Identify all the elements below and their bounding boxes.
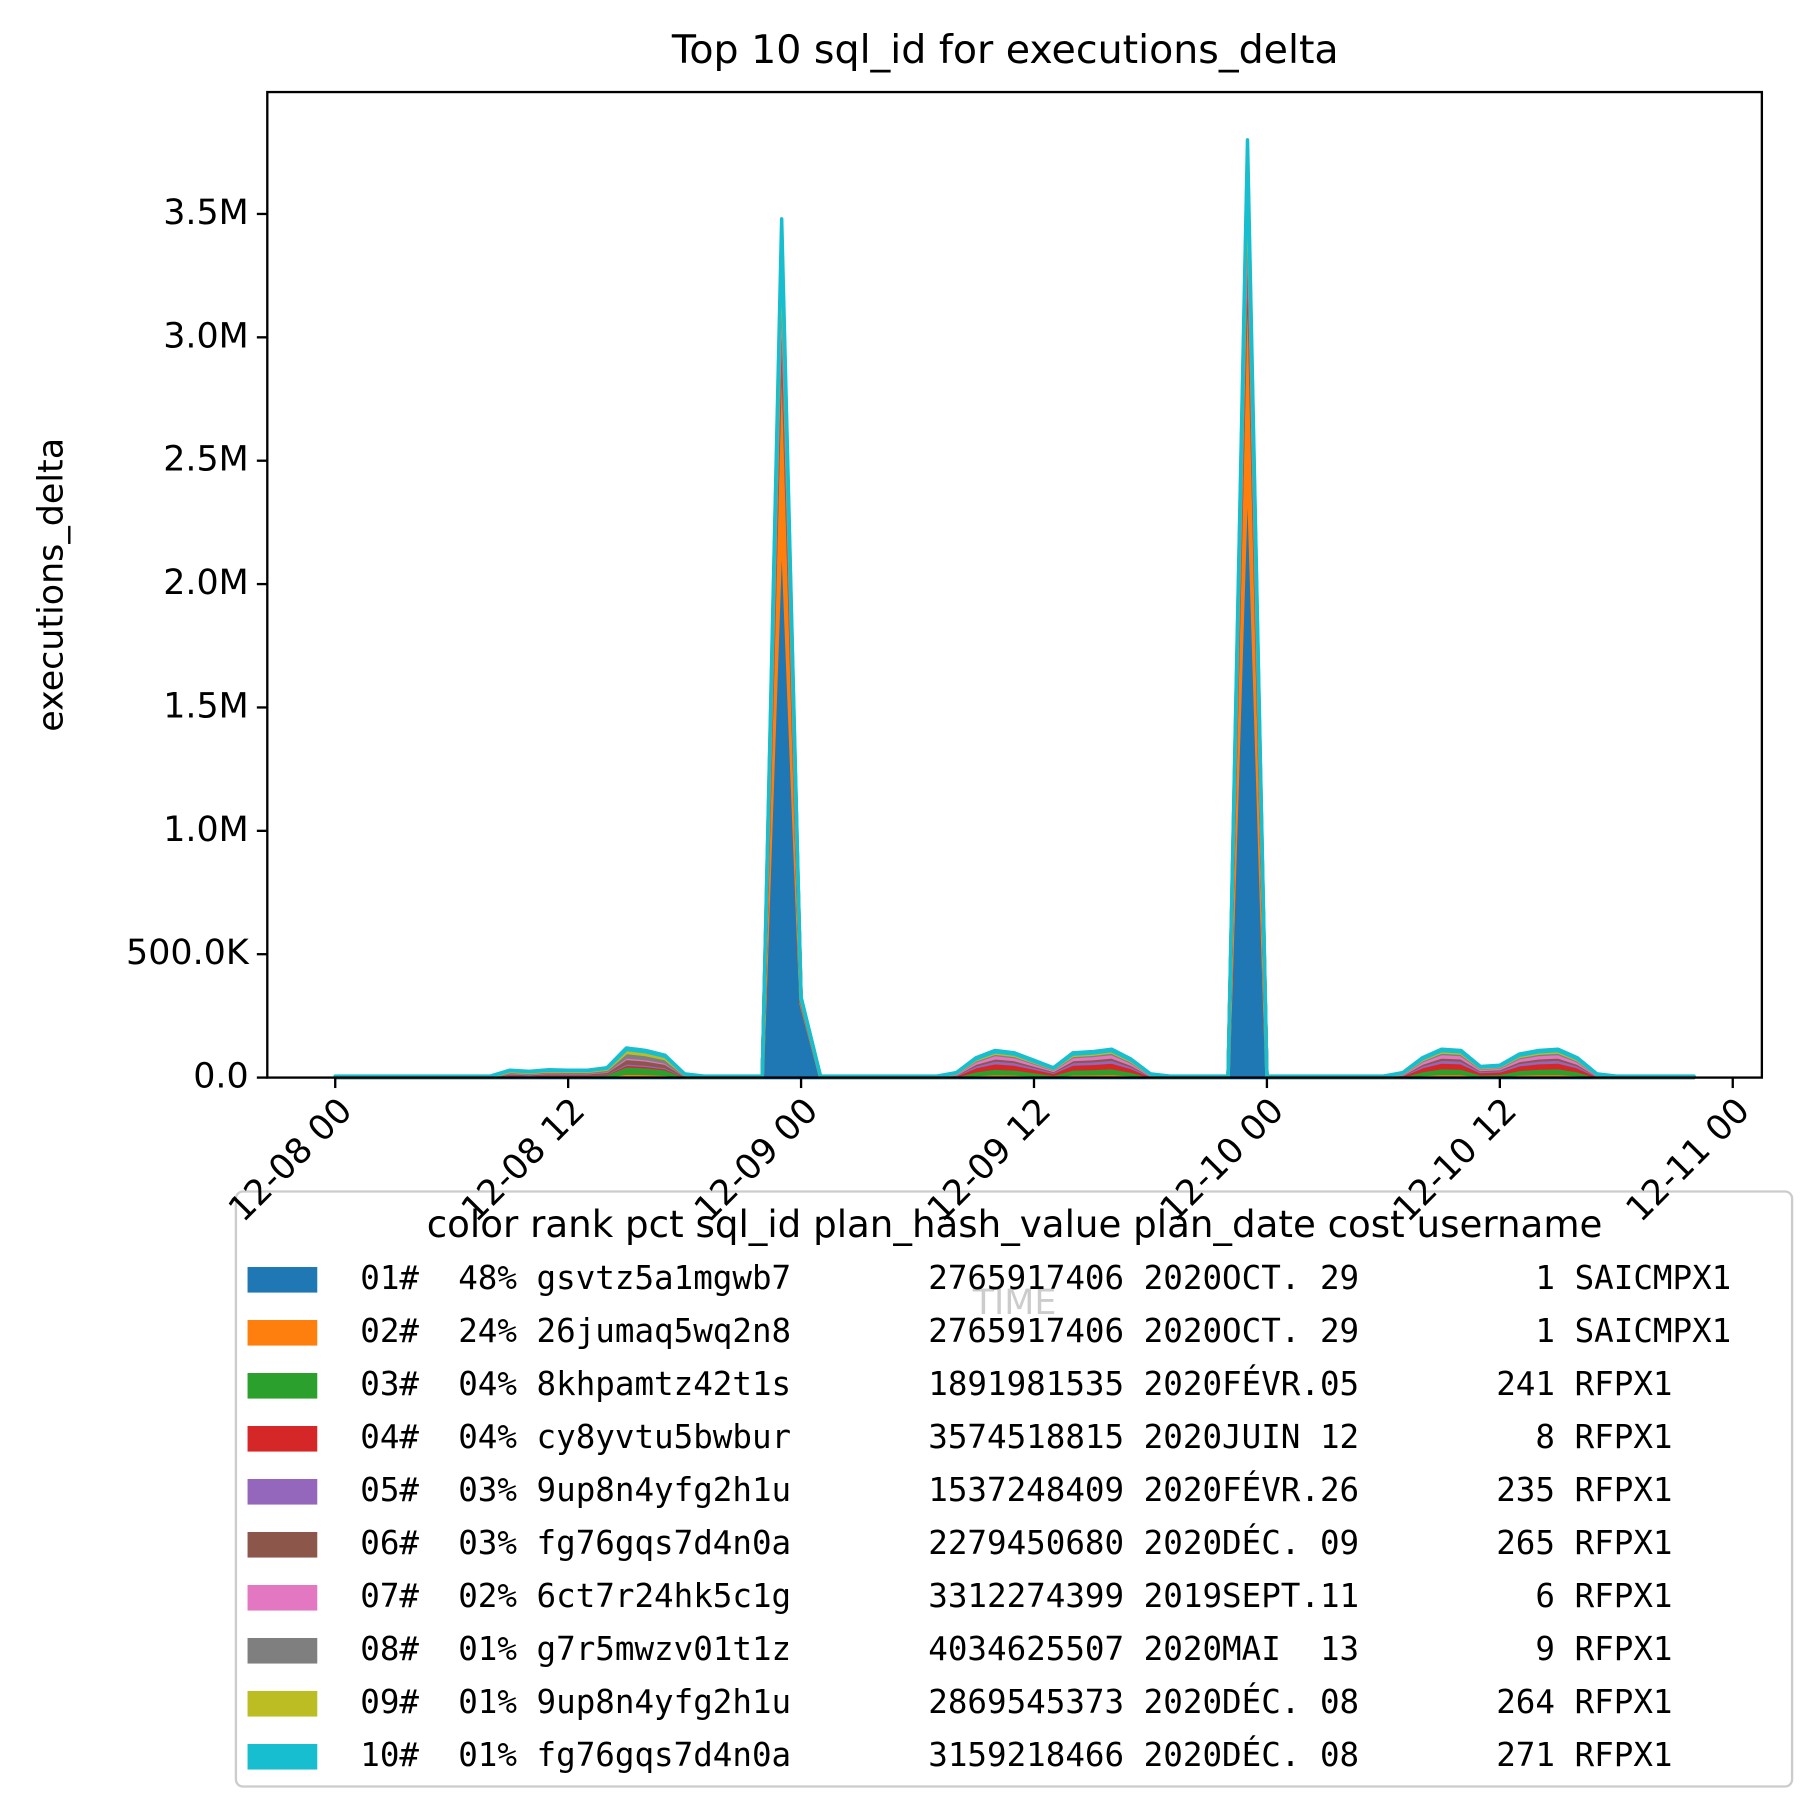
legend-label: 03# 04% 8khpamtz42t1s 1891981535 2020FÉV… bbox=[360, 1365, 1672, 1403]
legend-label: 09# 01% 9up8n4yfg2h1u 2869545373 2020DÉC… bbox=[360, 1683, 1672, 1721]
y-tick-label: 1.5M bbox=[163, 686, 249, 726]
y-tick-label: 1.0M bbox=[163, 810, 249, 850]
legend-label: 10# 01% fg76gqs7d4n0a 3159218466 2020DÉC… bbox=[360, 1736, 1672, 1774]
y-tick-label: 3.0M bbox=[163, 316, 249, 356]
legend-title: color rank pct sql_id plan_hash_value pl… bbox=[427, 1202, 1603, 1246]
legend-swatch bbox=[247, 1743, 318, 1770]
legend-swatch bbox=[247, 1479, 318, 1505]
y-tick-label: 500.0K bbox=[126, 933, 250, 973]
legend-swatch bbox=[247, 1690, 318, 1717]
y-tick-label: 3.5M bbox=[163, 193, 249, 233]
legend-swatch bbox=[247, 1531, 318, 1558]
y-tick-label: 2.0M bbox=[163, 563, 249, 603]
legend-swatch bbox=[247, 1584, 318, 1611]
legend-frame bbox=[234, 1190, 1794, 1788]
legend-swatch bbox=[247, 1320, 318, 1346]
area bbox=[333, 138, 1696, 1079]
legend-label: 01# 48% gsvtz5a1mgwb7 2765917406 2020OCT… bbox=[360, 1259, 1731, 1297]
legend-swatch bbox=[247, 1426, 318, 1452]
y-axis-label: executions_delta bbox=[31, 438, 71, 732]
legend-label: 04# 04% cy8yvtu5bwbur 3574518815 2020JUI… bbox=[360, 1418, 1672, 1456]
legend-label: 08# 01% g7r5mwzv01t1z 4034625507 2020MAI… bbox=[360, 1630, 1672, 1668]
legend-swatch bbox=[247, 1637, 318, 1664]
legend-swatch bbox=[247, 1373, 318, 1399]
legend-label: 02# 24% 26jumaq5wq2n8 2765917406 2020OCT… bbox=[360, 1312, 1731, 1350]
legend: color rank pct sql_id plan_hash_value pl… bbox=[234, 1190, 1794, 1788]
legend-label: 05# 03% 9up8n4yfg2h1u 1537248409 2020FÉV… bbox=[360, 1471, 1672, 1509]
legend-label: 07# 02% 6ct7r24hk5c1g 3312274399 2019SEP… bbox=[360, 1577, 1672, 1615]
y-tick-label: 0.0 bbox=[193, 1057, 248, 1097]
legend-label: 06# 03% fg76gqs7d4n0a 2279450680 2020DÉC… bbox=[360, 1524, 1672, 1562]
chart-title: Top 10 sql_id for executions_delta bbox=[671, 27, 1339, 73]
legend-swatch bbox=[247, 1267, 318, 1293]
y-tick-label: 2.5M bbox=[163, 440, 249, 480]
